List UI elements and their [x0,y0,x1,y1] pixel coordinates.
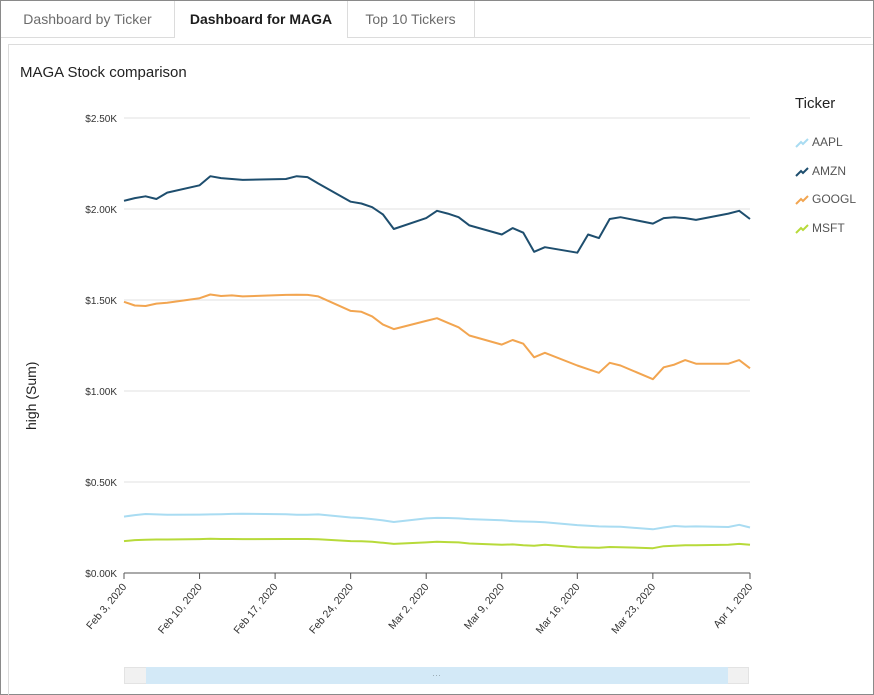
y-tick-label: $0.00K [85,569,117,580]
x-tick-label: Feb 10, 2020 [156,581,205,636]
chart-title: MAGA Stock comparison [20,64,187,81]
series-line-aapl [123,512,751,531]
x-tick-label: Feb 17, 2020 [231,581,280,636]
legend-title: Ticker [795,95,836,112]
y-tick-label: $1.50K [85,296,117,307]
visual-panel [8,44,873,695]
legend-label-amzn: AMZN [812,164,846,178]
grip-icon: ⋯ [432,670,442,680]
legend-label-aapl: AAPL [812,135,843,149]
y-tick-label: $1.00K [85,387,117,398]
line-series-icon [795,167,809,177]
tab-top-10-tickers[interactable]: Top 10 Tickers [347,1,475,37]
y-axis-label: high (Sum) [23,361,39,430]
y-tick-label: $2.50K [85,114,117,125]
x-tick-label: Apr 1, 2020 [711,581,755,630]
tab-dashboard-for-maga[interactable]: Dashboard for MAGA [174,1,348,38]
x-tick-label: Mar 16, 2020 [534,581,583,636]
legend-label-msft: MSFT [812,221,845,235]
legend-label-googl: GOOGL [812,192,857,206]
chart-scrollbar-thumb[interactable] [146,667,728,684]
series-line-googl [123,293,751,381]
x-tick-label: Mar 2, 2020 [386,581,431,632]
tab-bar: Dashboard by Ticker Dashboard for MAGA T… [1,1,871,38]
y-tick-label: $2.00K [85,205,117,216]
x-tick-label: Feb 24, 2020 [307,581,356,636]
line-series-icon [795,138,809,148]
y-tick-label: $0.50K [85,478,117,489]
series-line-msft [123,537,751,550]
x-tick-label: Feb 3, 2020 [84,581,129,632]
line-series-icon [795,224,809,234]
series-line-amzn [123,175,751,254]
line-series-icon [795,195,809,205]
x-tick-label: Mar 23, 2020 [609,581,658,636]
x-tick-label: Mar 9, 2020 [462,581,507,632]
